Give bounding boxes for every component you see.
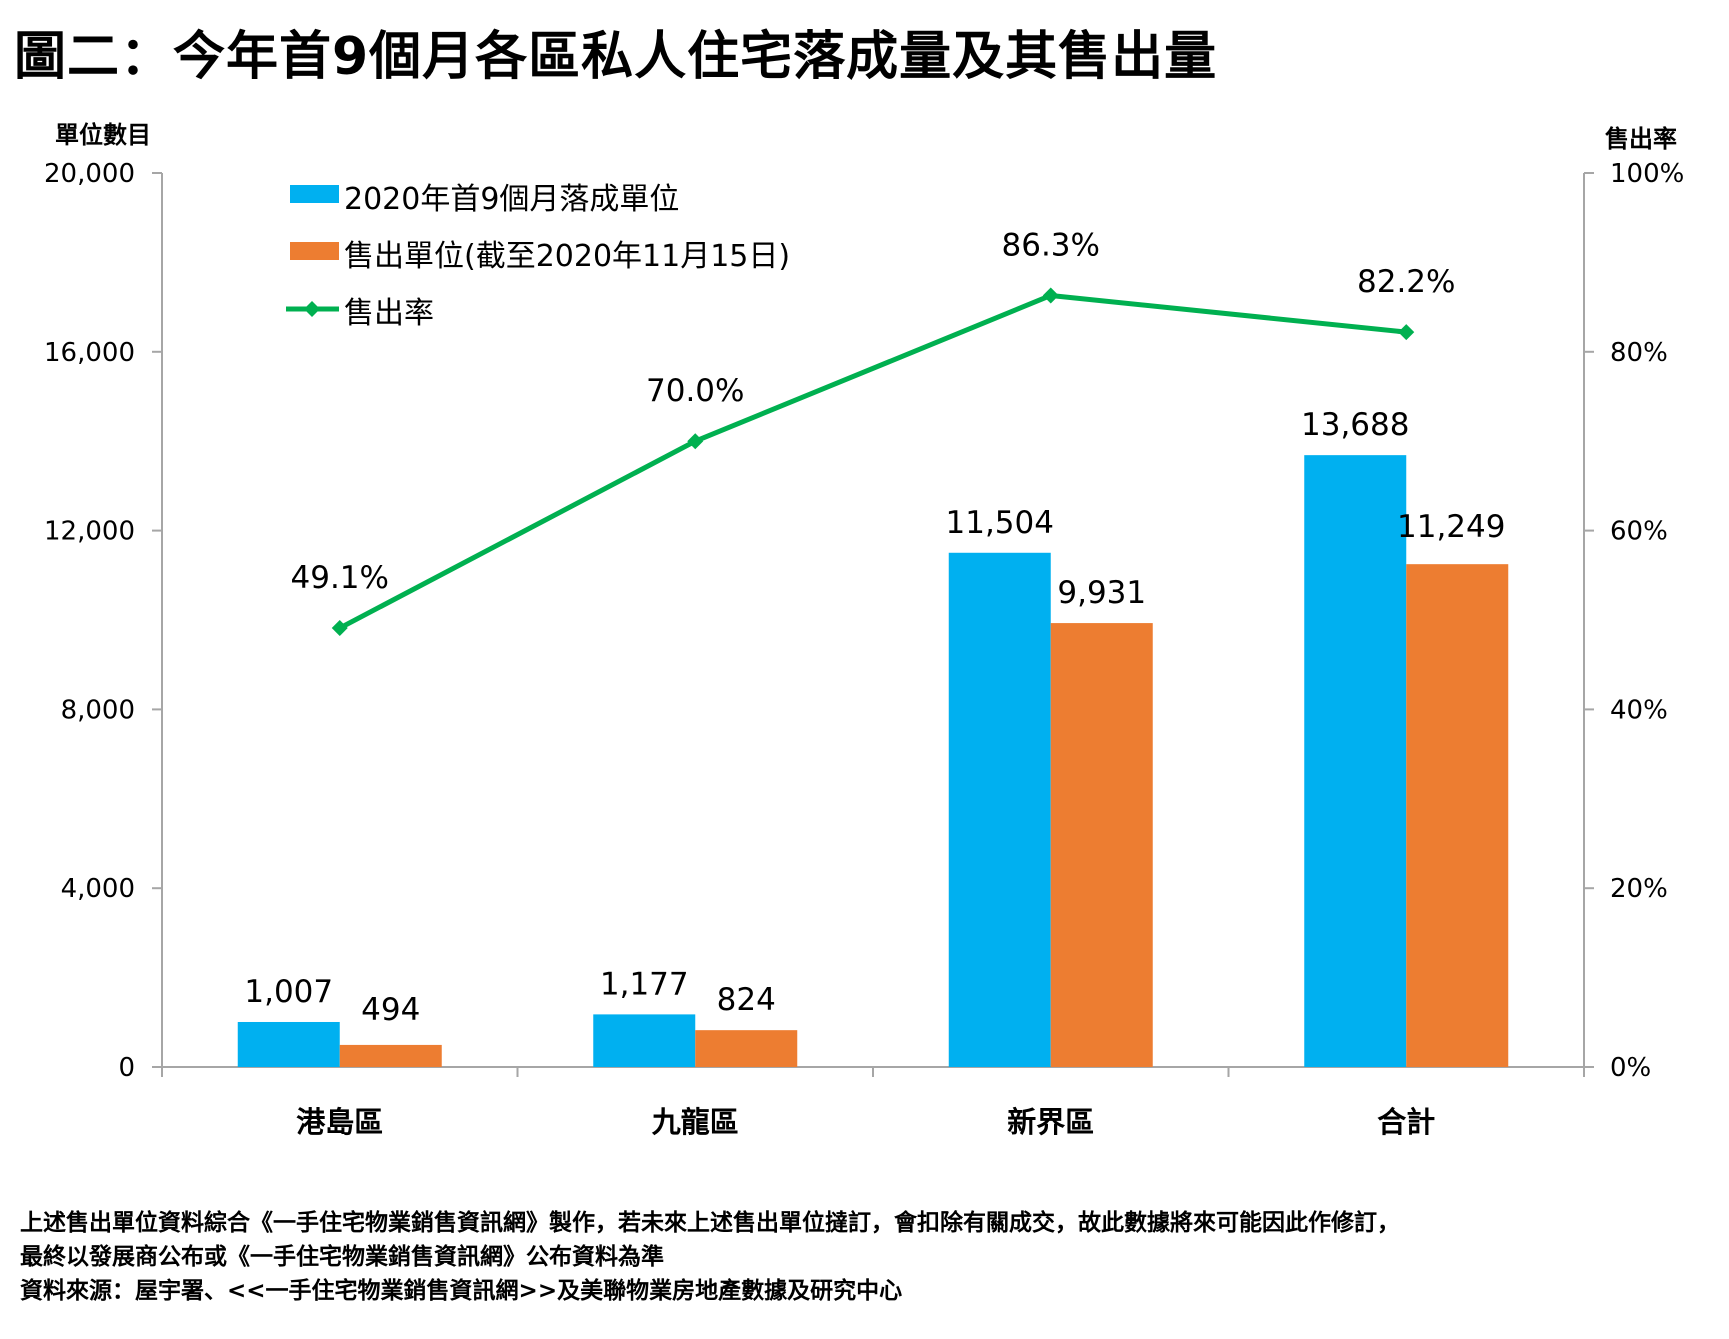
rate-line-path (338, 292, 1407, 631)
data-label-completed: 1,007 (244, 974, 333, 1010)
left-tick-label: 4,000 (61, 874, 135, 904)
right-tick-label: 100% (1610, 159, 1684, 189)
right-tick-label: 40% (1610, 695, 1668, 725)
data-label-sold: 9,931 (1057, 575, 1146, 611)
bar-sold (339, 1044, 442, 1067)
data-label-completed: 1,177 (600, 966, 689, 1002)
bar-sold (1050, 623, 1153, 1067)
legend-swatch-sold (290, 242, 339, 260)
category-label: 新界區 (1007, 1105, 1094, 1139)
bar-completed (237, 1021, 340, 1067)
legend-label-sold: 售出單位(截至2020年11月15日) (344, 239, 790, 274)
rate-marker (1398, 324, 1415, 341)
rate-marker (1042, 287, 1059, 304)
data-label-sold: 824 (717, 982, 776, 1018)
rate-line (331, 287, 1415, 637)
bar-completed (948, 552, 1051, 1067)
data-label-rate: 49.1% (291, 560, 389, 596)
legend-label-completed: 2020年首9個月落成單位 (344, 182, 679, 217)
footnote-line-2: 最終以發展商公布或《一手住宅物業銷售資訊網》公布資料為準 (20, 1244, 664, 1270)
chart: 0 4,000 8,000 12,000 16,000 20,000 0% 20% 40% 60%… (44, 121, 1684, 1139)
left-tick-label: 0 (118, 1053, 135, 1083)
bars (237, 455, 1509, 1068)
left-tick-label: 8,000 (61, 695, 135, 725)
category-label: 九龍區 (652, 1105, 739, 1139)
data-label-sold: 11,249 (1397, 509, 1505, 545)
data-label-sold: 494 (361, 992, 420, 1028)
right-tick-label: 20% (1610, 874, 1668, 904)
legend-marker-rate (304, 301, 320, 317)
footnote-line-1: 上述售出單位資料綜合《一手住宅物業銷售資訊網》製作，若未來上述售出單位撻訂，會扣… (20, 1210, 1400, 1236)
data-label-rate: 70.0% (646, 373, 744, 409)
left-axis-title: 單位數目 (55, 121, 151, 149)
left-tick-label: 20,000 (44, 159, 135, 189)
data-labels: 1,007 1,177 11,504 13,688 494 824 9,931 11,249 4… (244, 227, 1505, 1027)
left-tick-label: 16,000 (44, 338, 135, 368)
category-label: 港島區 (296, 1105, 383, 1139)
chart-title: 圖二：今年首9個月各區私人住宅落成量及其售出量 (14, 27, 1218, 87)
right-tick-label: 0% (1610, 1053, 1651, 1083)
data-label-rate: 82.2% (1357, 264, 1455, 300)
data-label-rate: 86.3% (1002, 227, 1100, 263)
left-tick-label: 12,000 (44, 517, 135, 547)
right-tick-label: 80% (1610, 338, 1668, 368)
bar-sold (1406, 564, 1509, 1067)
data-label-completed: 13,688 (1301, 407, 1409, 443)
right-axis-title: 售出率 (1605, 125, 1677, 153)
rate-marker (331, 620, 348, 637)
legend-label-rate: 售出率 (344, 296, 434, 331)
bar-completed (593, 1014, 696, 1067)
source-note: 資料來源：屋宇署、<<一手住宅物業銷售資訊網>>及美聯物業房地產數據及研究中心 (20, 1278, 903, 1304)
rate-marker (687, 433, 704, 450)
data-label-completed: 11,504 (946, 505, 1054, 541)
bar-completed (1304, 455, 1407, 1068)
right-tick-label: 60% (1610, 517, 1668, 547)
legend-swatch-completed (290, 185, 339, 203)
category-label: 合計 (1377, 1105, 1435, 1139)
bar-sold (695, 1030, 798, 1067)
